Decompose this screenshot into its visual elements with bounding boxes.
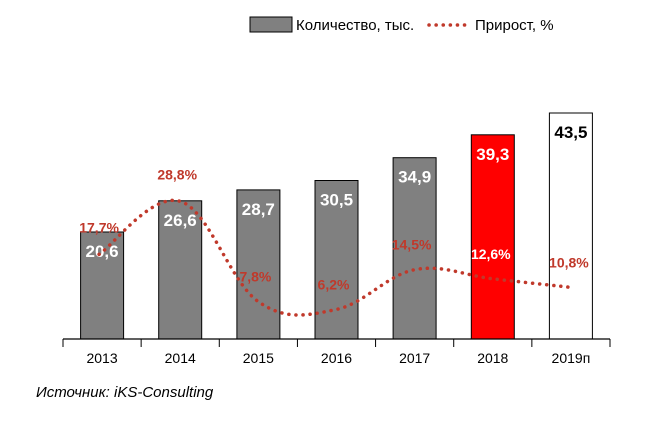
- bar-label-2016: 30,5: [320, 191, 353, 210]
- x-tick-label-2016: 2016: [321, 350, 352, 366]
- bar-label-2013: 20,6: [86, 242, 119, 261]
- plot-area: 2013 2014 2015 2016 2017 2018 2019п 20,6 26,6 28,…: [62, 112, 611, 366]
- line-label-2014: 28,8%: [157, 166, 197, 182]
- x-tick-label-2017: 2017: [399, 350, 430, 366]
- line-label-2018: 12,6%: [471, 246, 511, 262]
- bar-label-2017: 34,9: [398, 168, 431, 187]
- bar-label-2014: 26,6: [164, 211, 197, 230]
- source-note: Источник: iKS-Consulting: [36, 384, 214, 401]
- bar-series: [80, 112, 593, 340]
- legend-line-label: Прирост, %: [475, 17, 554, 34]
- x-tick-label-2015: 2015: [243, 350, 274, 366]
- legend-bar-swatch: [249, 16, 293, 33]
- bar-label-2015: 28,7: [242, 200, 275, 219]
- legend-bar-label: Количество, тыс.: [296, 17, 414, 34]
- x-tick-label-2018: 2018: [477, 350, 508, 366]
- bar-label-2018: 39,3: [476, 145, 509, 164]
- x-tick-label-2013: 2013: [86, 350, 117, 366]
- bar-2015: [236, 189, 281, 340]
- bar-2014: [158, 200, 203, 340]
- growth-line: [97, 198, 573, 317]
- line-label-2019п: 10,8%: [549, 254, 589, 270]
- bar-2018: [470, 134, 515, 340]
- bar-label-2019п: 43,5: [554, 123, 587, 142]
- line-label-2016: 6,2%: [318, 276, 350, 292]
- legend: Количество, тыс. Прирост, %: [249, 16, 554, 34]
- line-label-2013: 17,7%: [79, 219, 119, 235]
- line-label-2017: 14,5%: [392, 237, 432, 253]
- line-label-2015: 7,8%: [239, 269, 271, 285]
- bar-2019п: [548, 112, 593, 340]
- x-tick-label-2019п: 2019п: [552, 350, 591, 366]
- x-tick-label-2014: 2014: [165, 350, 196, 366]
